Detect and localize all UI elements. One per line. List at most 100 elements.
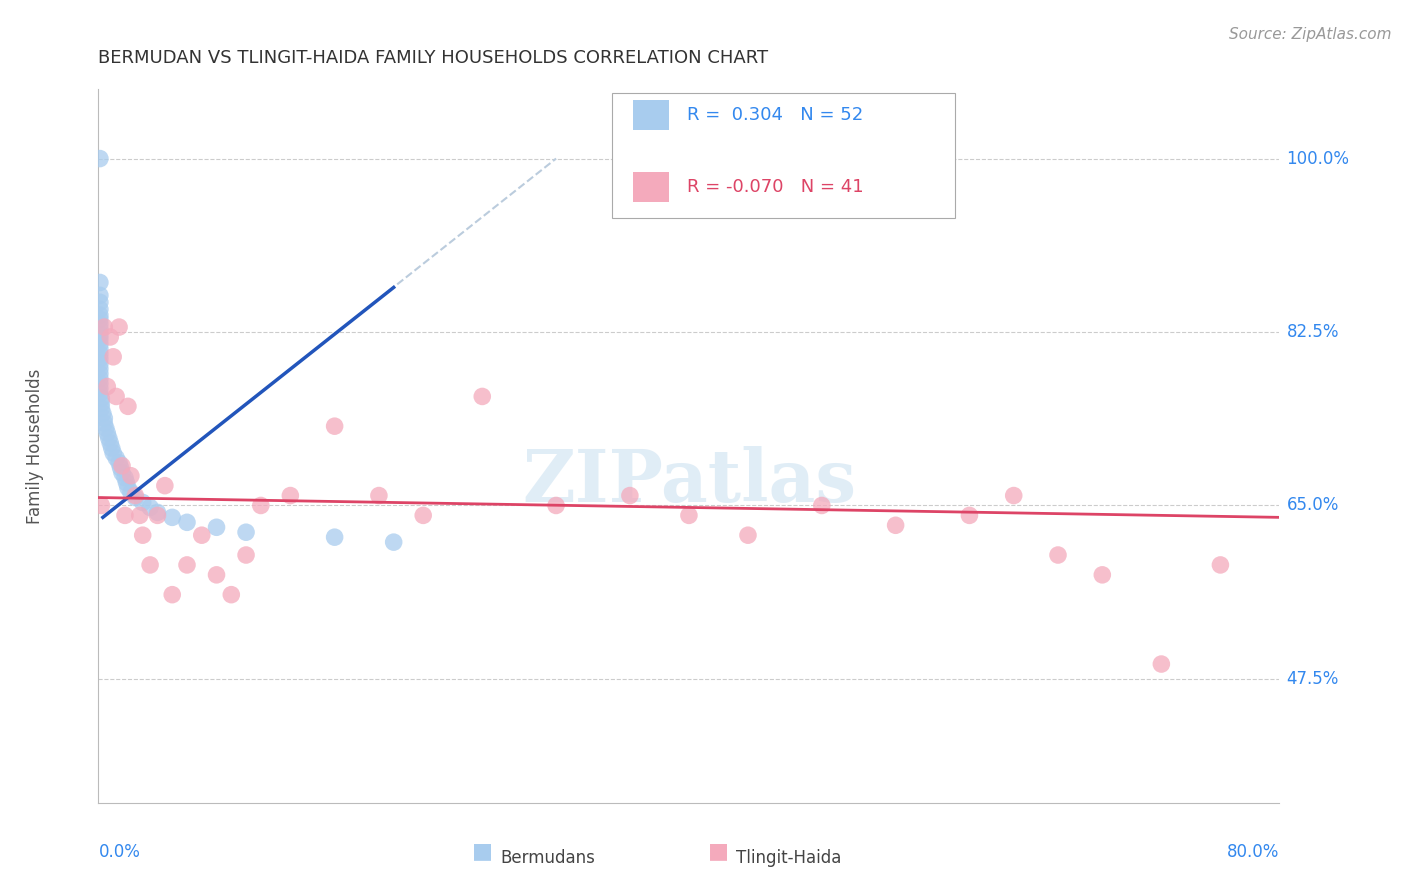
Point bbox=[89, 337, 111, 351]
Point bbox=[810, 499, 832, 513]
Point bbox=[89, 332, 111, 346]
Point bbox=[96, 379, 118, 393]
Point bbox=[98, 330, 121, 344]
Point bbox=[103, 446, 125, 460]
Point bbox=[235, 548, 257, 562]
Point bbox=[96, 426, 118, 441]
Point bbox=[89, 276, 111, 290]
Text: R = -0.070   N = 41: R = -0.070 N = 41 bbox=[686, 178, 863, 196]
Point bbox=[191, 528, 214, 542]
Point bbox=[89, 152, 111, 166]
Point bbox=[278, 489, 302, 503]
Point bbox=[250, 499, 273, 513]
Text: 0.0%: 0.0% bbox=[98, 843, 141, 861]
Point bbox=[94, 421, 117, 435]
Point bbox=[162, 510, 183, 524]
Point bbox=[111, 458, 134, 473]
Point bbox=[93, 416, 115, 430]
Point bbox=[323, 530, 346, 544]
Point bbox=[132, 528, 155, 542]
Point bbox=[89, 376, 111, 391]
Point bbox=[323, 419, 346, 434]
Point bbox=[89, 342, 111, 356]
Point bbox=[89, 302, 111, 317]
Point bbox=[100, 441, 122, 455]
Point bbox=[544, 499, 567, 513]
Point bbox=[108, 456, 131, 470]
Point bbox=[1002, 489, 1025, 503]
Point bbox=[89, 361, 111, 376]
Point bbox=[132, 495, 155, 509]
FancyBboxPatch shape bbox=[612, 93, 955, 218]
Point bbox=[114, 471, 136, 485]
Point bbox=[1209, 558, 1232, 572]
Point bbox=[114, 508, 136, 523]
Point bbox=[111, 466, 134, 480]
Point bbox=[89, 317, 111, 331]
Point bbox=[884, 518, 907, 533]
Text: Family Households: Family Households bbox=[27, 368, 44, 524]
Point bbox=[368, 489, 391, 503]
Point bbox=[98, 436, 121, 450]
Point bbox=[678, 508, 700, 523]
Point bbox=[105, 389, 128, 403]
Point bbox=[1046, 548, 1069, 562]
Text: 80.0%: 80.0% bbox=[1227, 843, 1279, 861]
Point bbox=[108, 320, 131, 334]
Point bbox=[139, 558, 162, 572]
Point bbox=[89, 328, 111, 343]
Point bbox=[120, 485, 142, 500]
Point bbox=[120, 468, 142, 483]
Point bbox=[128, 508, 150, 523]
Point bbox=[1091, 567, 1114, 582]
Point bbox=[153, 478, 176, 492]
Point bbox=[91, 406, 114, 420]
Bar bbox=[634, 100, 669, 130]
Point bbox=[619, 489, 641, 503]
Point bbox=[205, 520, 228, 534]
Point bbox=[471, 389, 494, 403]
Point bbox=[176, 516, 198, 530]
Point bbox=[117, 481, 139, 495]
Point bbox=[89, 367, 111, 381]
Point bbox=[89, 322, 111, 336]
Text: ■: ■ bbox=[709, 841, 730, 861]
Text: ZIPatlas: ZIPatlas bbox=[522, 446, 856, 517]
Point bbox=[139, 500, 162, 515]
Point bbox=[90, 392, 112, 406]
Text: Tlingit-Haida: Tlingit-Haida bbox=[737, 849, 842, 867]
Point bbox=[89, 351, 111, 366]
Point bbox=[146, 508, 169, 523]
Point bbox=[176, 558, 198, 572]
Point bbox=[89, 308, 111, 322]
Point bbox=[205, 567, 228, 582]
Text: BERMUDAN VS TLINGIT-HAIDA FAMILY HOUSEHOLDS CORRELATION CHART: BERMUDAN VS TLINGIT-HAIDA FAMILY HOUSEHO… bbox=[98, 49, 769, 67]
Text: R =  0.304   N = 52: R = 0.304 N = 52 bbox=[686, 106, 863, 124]
Point bbox=[93, 320, 115, 334]
Text: 82.5%: 82.5% bbox=[1286, 323, 1339, 341]
Bar bbox=[634, 172, 669, 202]
Point bbox=[103, 350, 125, 364]
Text: 65.0%: 65.0% bbox=[1286, 497, 1339, 515]
Point bbox=[89, 386, 111, 401]
Point bbox=[737, 528, 759, 542]
Point bbox=[115, 475, 138, 490]
Point bbox=[382, 535, 405, 549]
Point bbox=[235, 525, 257, 540]
Point bbox=[124, 491, 146, 505]
Point bbox=[89, 371, 111, 385]
Point bbox=[1150, 657, 1173, 671]
Point bbox=[959, 508, 981, 523]
Point bbox=[162, 588, 183, 602]
Point bbox=[89, 357, 111, 371]
Point bbox=[93, 411, 115, 425]
Point bbox=[146, 505, 169, 519]
Point bbox=[97, 431, 120, 445]
Text: Source: ZipAtlas.com: Source: ZipAtlas.com bbox=[1229, 27, 1392, 42]
Point bbox=[90, 499, 112, 513]
Point bbox=[89, 288, 111, 302]
Point bbox=[89, 347, 111, 361]
Point bbox=[117, 400, 139, 414]
Point bbox=[105, 450, 128, 465]
Point bbox=[219, 588, 242, 602]
